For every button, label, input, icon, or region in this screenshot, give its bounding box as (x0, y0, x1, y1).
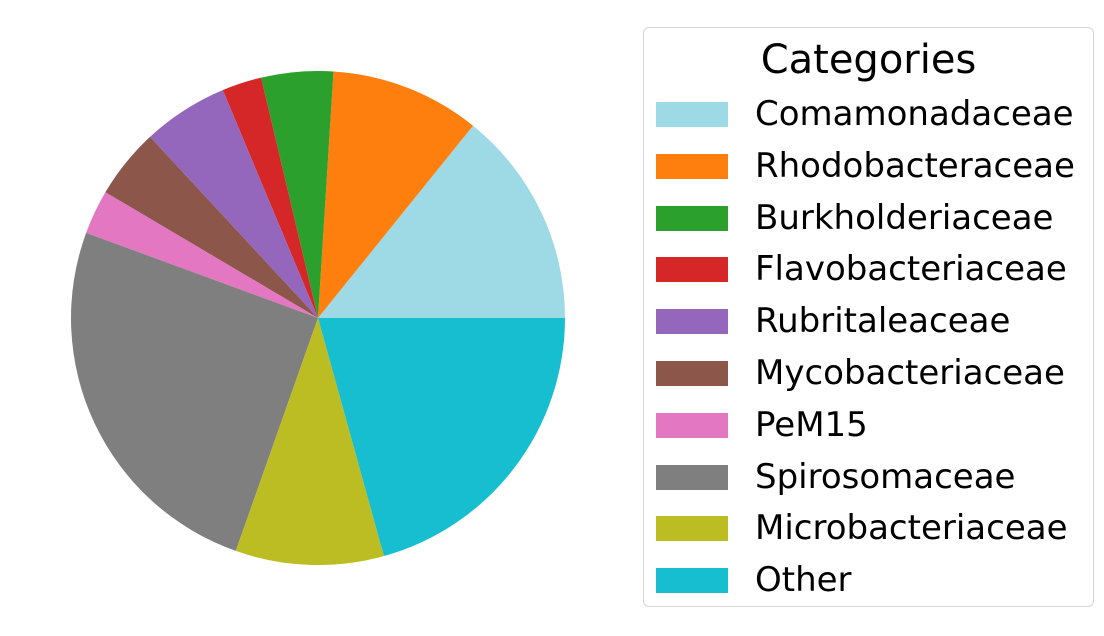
legend-label: Other (755, 560, 852, 601)
legend-label: Burkholderiaceae (755, 197, 1054, 238)
legend-swatch (656, 205, 728, 231)
pie-slice-microbacteriaceae (235, 318, 384, 565)
legend-label: PeM15 (755, 404, 868, 445)
legend-item: Burkholderiaceae (656, 198, 1086, 238)
pie-slice-spirosomaceae (71, 232, 319, 551)
legend-swatch (656, 102, 728, 127)
legend-swatch (656, 257, 728, 283)
pie-slice-mycobacteriaceae (105, 136, 318, 318)
legend-item: Flavobacteriaceae (656, 249, 1086, 289)
legend-label: Comamonadaceae (755, 94, 1074, 134)
legend-label: Microbacteriaceae (755, 508, 1068, 549)
legend-item: PeM15 (656, 405, 1086, 445)
legend-swatch (656, 464, 728, 490)
legend: Categories Comamonadaceae Rhodobacteracea… (643, 27, 1094, 607)
legend-swatch (656, 412, 728, 438)
pie-slice-comamonadaceae (318, 125, 565, 318)
pie-chart (71, 70, 565, 565)
legend-swatch (656, 153, 728, 179)
legend-swatch (656, 361, 728, 386)
legend-item: Rhodobacteraceae (656, 146, 1086, 186)
legend-label: Rhodobacteraceae (755, 145, 1075, 186)
legend-item: Rubritaleaceae (656, 301, 1086, 341)
pie-slice-pem15 (86, 192, 318, 318)
legend-label: Spirosomaceae (755, 456, 1016, 497)
legend-title: Categories (760, 37, 977, 83)
legend-item: Mycobacteriaceae (656, 353, 1086, 393)
legend-swatch (656, 568, 728, 594)
legend-item: Microbacteriaceae (656, 508, 1086, 548)
legend-item: Comamonadaceae (656, 94, 1086, 134)
pie-slice-rhodobacteraceae (318, 71, 474, 318)
pie-slice-burkholderiaceae (261, 70, 334, 318)
legend-swatch (656, 516, 728, 542)
legend-label: Flavobacteriaceae (755, 249, 1067, 290)
pie-slice-flavobacteriaceae (222, 77, 318, 318)
legend-swatch (656, 309, 728, 335)
legend-item: Other (656, 560, 1086, 600)
legend-label: Rubritaleaceae (755, 301, 1011, 342)
pie-slice-rubritaleaceae (150, 90, 318, 319)
pie-slice-other (318, 318, 565, 557)
legend-label: Mycobacteriaceae (755, 353, 1065, 393)
legend-item: Spirosomaceae (656, 457, 1086, 497)
